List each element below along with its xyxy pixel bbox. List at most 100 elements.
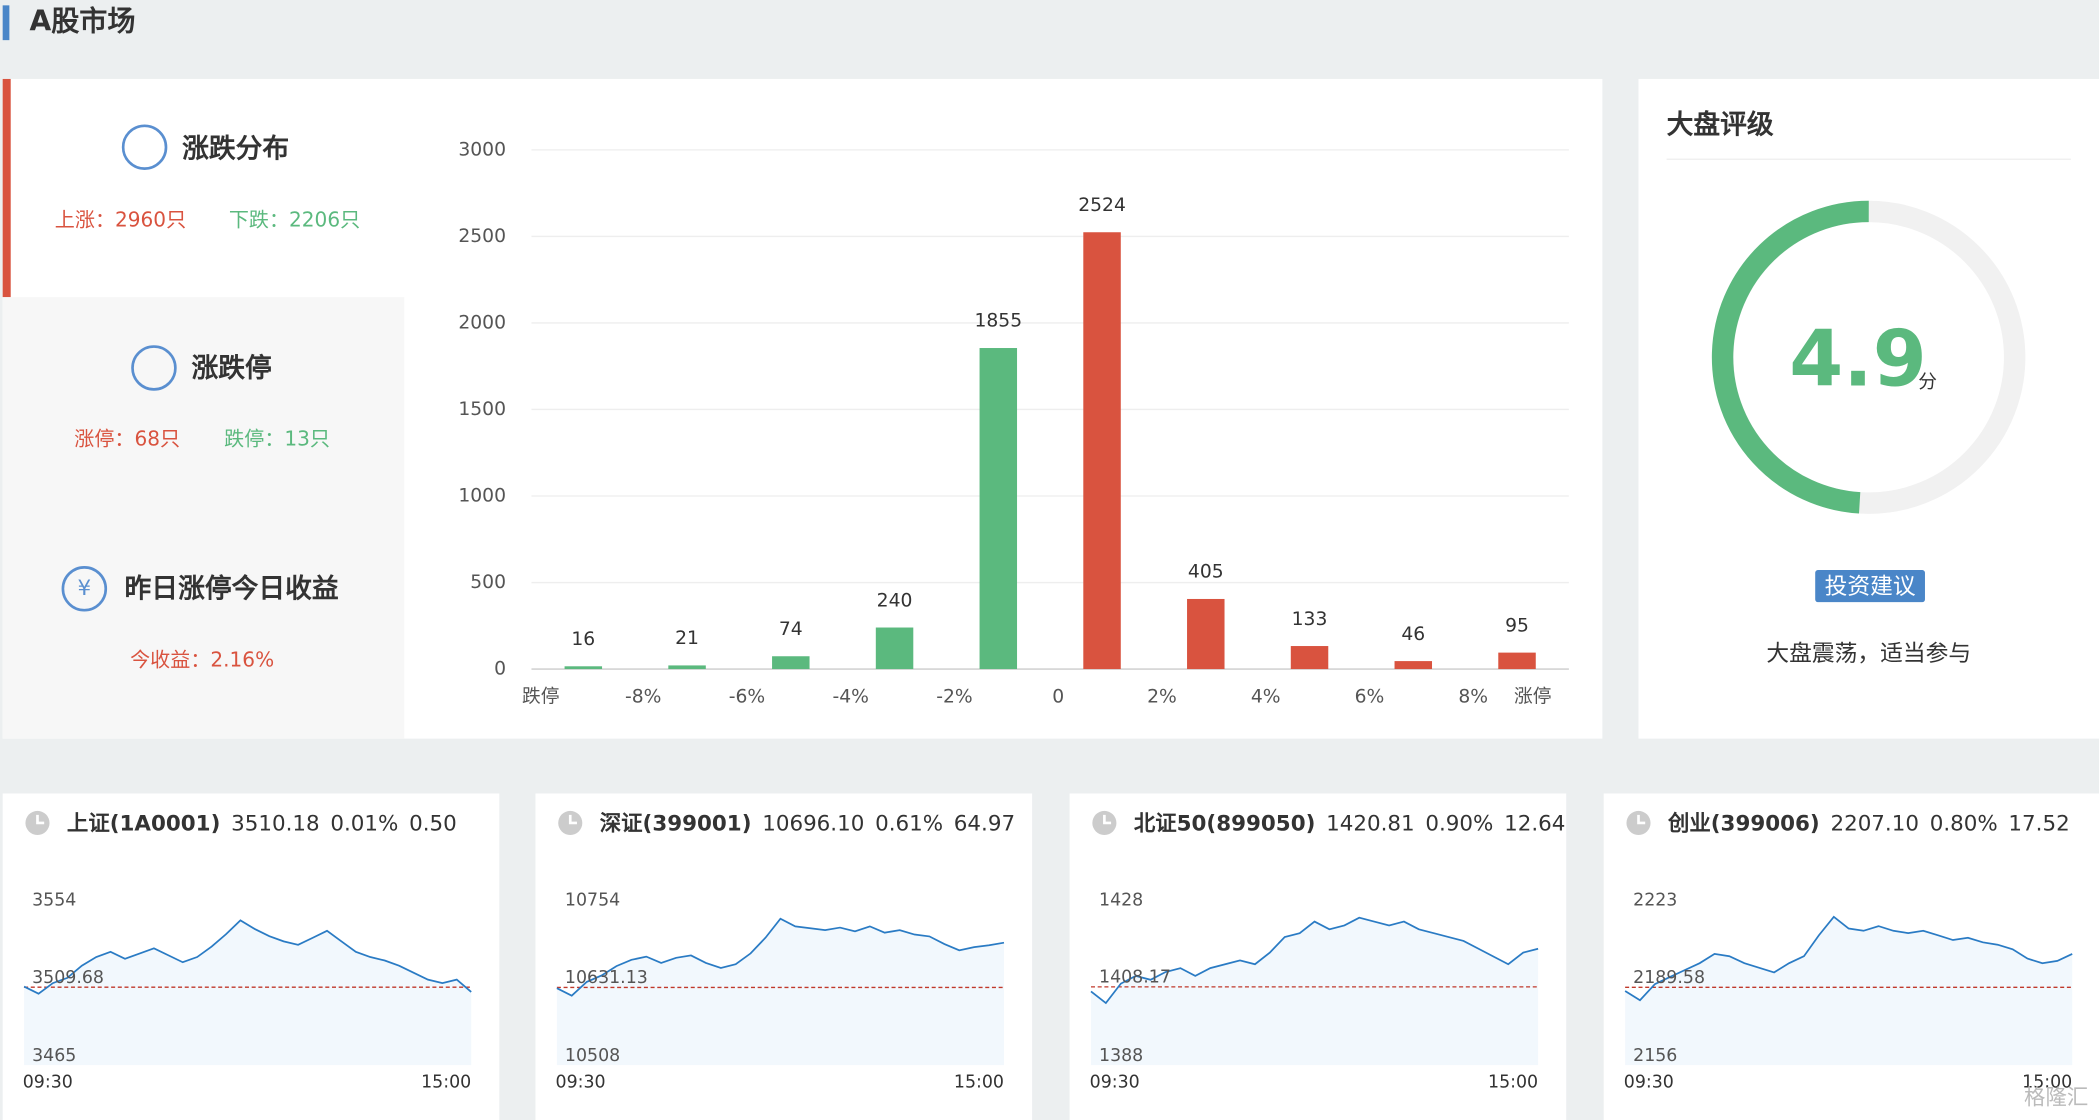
x-tick-label: -8% xyxy=(625,687,661,708)
x-tick-label: 15:00 xyxy=(2022,1073,2072,1093)
bar xyxy=(979,348,1018,670)
x-tick-label: -4% xyxy=(832,687,868,708)
index-price: 2207.10 xyxy=(1830,811,1919,836)
x-tick-label: 跌停 xyxy=(522,687,559,708)
gauge-arc xyxy=(1711,200,1869,514)
area-fill xyxy=(1625,916,2073,1066)
index-change: 0.50 xyxy=(409,811,457,836)
y-tick-label: 3465 xyxy=(32,1046,76,1066)
icon xyxy=(61,566,108,612)
data-label: 74 xyxy=(779,619,803,640)
index-pct: 0.01% xyxy=(330,811,398,836)
y-tick-label: 2500 xyxy=(458,226,506,247)
left-column xyxy=(2,297,405,739)
y-tick-label: 2000 xyxy=(458,312,506,333)
clock-hands xyxy=(1103,814,1112,825)
rating-unit: 分 xyxy=(1918,372,1937,393)
data-label: 2524 xyxy=(1078,195,1126,216)
data-label: 21 xyxy=(675,628,699,649)
index-pct: 0.61% xyxy=(875,811,943,836)
y-tick-label: 3509.68 xyxy=(32,968,104,988)
rating-panel xyxy=(1638,78,2099,739)
watermark: 格隆汇 xyxy=(2024,1086,2088,1111)
bar xyxy=(772,656,810,670)
data-label: 240 xyxy=(877,590,913,611)
index-change: 17.52 xyxy=(2008,811,2069,836)
advice-button xyxy=(1815,570,1925,603)
index-change: 12.64 xyxy=(1504,811,1565,836)
x-tick-label: -2% xyxy=(936,687,972,708)
rating-title: 大盘评级 xyxy=(1667,108,1774,140)
data-label: 133 xyxy=(1292,609,1328,630)
bar xyxy=(1083,232,1121,670)
advice-text: 大盘震荡，适当参与 xyxy=(1766,641,1971,667)
bar xyxy=(1187,598,1225,670)
index-header: 创业(399006) 2207.10 0.80% 17.52 xyxy=(1667,811,2070,836)
bar xyxy=(1290,646,1329,670)
price-line xyxy=(556,917,1005,997)
index-title: 创业(399006) xyxy=(1667,811,1820,836)
stat-item: 上涨：2960只 xyxy=(55,207,186,231)
y-tick-label: 10631.13 xyxy=(565,968,648,988)
index-header: 上证(1A0001) 3510.18 0.01% 0.50 xyxy=(67,811,457,836)
header-title: A股市场 xyxy=(29,5,135,38)
y-tick-label: 1408.17 xyxy=(1099,968,1171,988)
price-line xyxy=(23,919,472,995)
x-tick-label: 15:00 xyxy=(421,1073,471,1093)
y-tick-label: 500 xyxy=(470,572,506,593)
stat-title: 昨日涨停今日收益 xyxy=(125,573,339,605)
bar xyxy=(1394,661,1433,670)
stat-item: 下跌：2206只 xyxy=(229,207,360,231)
y-tick-label: 2189.58 xyxy=(1633,968,1705,988)
index-change: 64.97 xyxy=(954,811,1015,836)
index-pct: 0.80% xyxy=(1930,811,1998,836)
y-tick-label: 2156 xyxy=(1633,1046,1677,1066)
x-tick-label: 09:30 xyxy=(1624,1073,1674,1093)
y-tick-label: 2223 xyxy=(1633,891,1677,911)
index-pct: 0.90% xyxy=(1425,811,1493,836)
bar xyxy=(875,627,914,670)
y-tick-label: 1500 xyxy=(458,399,506,420)
area-fill xyxy=(1090,917,1539,1066)
x-tick-label: 4% xyxy=(1251,687,1281,708)
stat-title: 涨跌停 xyxy=(191,352,271,384)
data-label: 1855 xyxy=(974,311,1022,332)
clock-hands xyxy=(568,814,577,825)
index-price: 10696.10 xyxy=(762,811,864,836)
icons xyxy=(61,124,177,612)
stat-item: 跌停：13只 xyxy=(224,427,330,451)
data-label: 405 xyxy=(1188,562,1224,583)
area-fill xyxy=(24,920,472,1066)
y-tick-label: 0 xyxy=(494,659,506,680)
data-label: 95 xyxy=(1505,615,1529,636)
bar xyxy=(668,665,706,670)
x-tick-label: 15:00 xyxy=(954,1073,1004,1093)
y-tick-label: 3000 xyxy=(458,139,506,160)
clock-hands xyxy=(1637,814,1646,825)
price-line xyxy=(1624,915,2073,1002)
advice-button-label: 投资建议 xyxy=(1825,574,1916,600)
index-header: 北证50(899050) 1420.81 0.90% 12.64 xyxy=(1134,811,1566,836)
x-tick-label: 0 xyxy=(1052,687,1064,708)
index-header: 深证(399001) 10696.10 0.61% 64.97 xyxy=(600,811,1015,836)
x-tick-label: 8% xyxy=(1458,687,1488,708)
index-price: 3510.18 xyxy=(231,811,320,836)
x-tick-label: 09:30 xyxy=(23,1073,73,1093)
bar xyxy=(1498,652,1536,670)
x-tick-label: 15:00 xyxy=(1488,1073,1538,1093)
x-tick-label: -6% xyxy=(729,687,765,708)
active-marker xyxy=(2,78,11,298)
x-tick-label: 6% xyxy=(1355,687,1385,708)
area-fill xyxy=(556,918,1004,1066)
data-label: 16 xyxy=(571,629,595,650)
y-tick-label: 10508 xyxy=(565,1046,620,1066)
stat-item: 涨停：68只 xyxy=(74,427,180,451)
bar xyxy=(564,666,603,670)
header-accent xyxy=(2,5,10,41)
icon xyxy=(131,345,177,391)
x-tick-label: 2% xyxy=(1147,687,1177,708)
index-title: 北证50(899050) xyxy=(1134,811,1316,836)
y-tick-label: 1388 xyxy=(1099,1046,1143,1066)
